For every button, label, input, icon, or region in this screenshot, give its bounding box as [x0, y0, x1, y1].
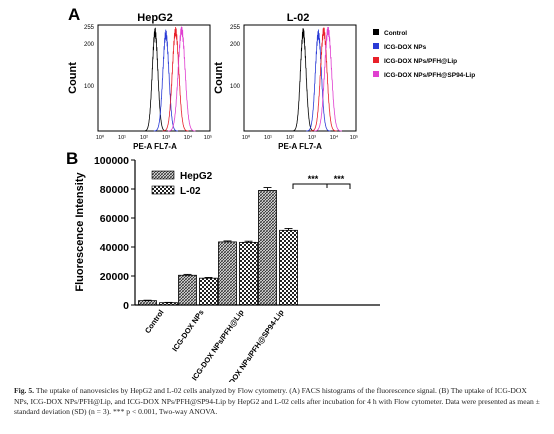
y-tick-label: 255: [230, 25, 241, 31]
histogram-curve-sp94: [314, 26, 342, 132]
bracket-line: [326, 183, 351, 188]
x-tick-label: 10⁰: [96, 134, 105, 141]
x-tick-label: 10⁵: [350, 134, 358, 141]
x-tick-label: 10¹: [264, 135, 272, 141]
histogram-yticks: 255 200 100: [84, 25, 95, 90]
x-tick-label: 10⁴: [330, 134, 339, 141]
x-tick-label: ICG-DOX NPs/PFH@SP94-Lip: [218, 308, 286, 382]
histogram-ylabel: Count: [67, 62, 79, 94]
significance-label: ***: [308, 174, 319, 184]
histogram-legend: Control ICG-DOX NPs ICG-DOX NPs/PFH@Lip …: [373, 29, 475, 79]
histogram-ylabel: Count: [213, 62, 225, 94]
legend-swatch: [373, 71, 379, 77]
histogram-yticks: 255 200 100: [230, 25, 241, 90]
bar-hepg2: [178, 274, 197, 306]
histogram-xlabel: PE-A FL7-A: [133, 142, 177, 151]
histogram-title: HepG2: [137, 12, 172, 24]
bars: [138, 190, 298, 306]
y-tick-label: 200: [84, 42, 95, 48]
legend-item: ICG-DOX NPs: [373, 43, 427, 51]
x-tick-label: ICG-DOX NPs: [170, 308, 205, 353]
y-axis-ticks: 0 20000 40000 60000 80000 100000: [94, 155, 135, 312]
x-tick-label: 10²: [286, 135, 294, 141]
legend-swatch: [373, 57, 379, 63]
x-tick-label: 10⁰: [242, 134, 251, 141]
histogram-hepg2: HepG2 Count PE-A FL7-A 255 200 100 10⁰ 1…: [67, 12, 212, 151]
chart-ylabel: Fluorescence Intensity: [74, 172, 86, 292]
error-bars: [143, 187, 293, 303]
legend-item: HepG2: [151, 170, 213, 182]
bar-l02: [239, 241, 258, 306]
x-tick-label: 10²: [140, 135, 148, 141]
panel-b-label: B: [66, 149, 78, 168]
histogram-curve-lip: [310, 27, 337, 132]
y-tick-label: 20000: [100, 271, 129, 283]
bar-chart: Fluorescence Intensity 0 20000 40000 60000 8…: [74, 155, 380, 382]
histogram-curves: [143, 26, 196, 132]
histogram-curve-ndpm: [153, 29, 179, 132]
y-tick-label: 200: [230, 42, 241, 48]
bar-l02: [279, 229, 298, 306]
histogram-curve-control: [291, 28, 315, 132]
legend-swatch: [151, 185, 175, 195]
caption-label: Fig. 5.: [14, 386, 35, 395]
y-tick-label: 100: [84, 84, 95, 90]
legend-swatch: [373, 29, 379, 35]
figure-caption: Fig. 5. The uptake of nanovesicles by He…: [14, 386, 542, 418]
significance-bracket: ***: [326, 174, 351, 188]
legend-swatch: [151, 170, 175, 180]
legend-item: ICG-DOX NPs/PFH@Lip: [373, 57, 457, 65]
y-tick-label: 40000: [100, 242, 129, 254]
legend-label: Control: [384, 30, 407, 37]
histogram-l02: L-02 Count PE-A FL7-A 255 200 100 10⁰ 10…: [213, 12, 358, 151]
bar-l02: [199, 277, 218, 306]
legend-item: ICG-DOX NPs/PFH@SP94-Lip: [373, 71, 475, 79]
y-tick-label: 100000: [94, 155, 129, 167]
caption-text: The uptake of nanovesicles by HepG2 and …: [14, 386, 540, 417]
y-tick-label: 100: [230, 84, 241, 90]
histogram-xticks: 10⁰ 10¹ 10² 10³ 10⁴ 10⁵: [96, 134, 212, 141]
chart-legend: HepG2 L-02: [151, 170, 213, 197]
significance-label: ***: [334, 174, 345, 184]
legend-item: Control: [373, 29, 407, 37]
legend-label: L-02: [180, 186, 201, 197]
bar-hepg2: [218, 241, 237, 306]
histogram-curve-control: [143, 27, 167, 132]
histogram-frame: [243, 24, 357, 132]
legend-item: L-02: [151, 185, 201, 197]
legend-label: ICG-DOX NPs/PFH@SP94-Lip: [384, 72, 475, 79]
histogram-curves: [291, 26, 342, 132]
y-tick-label: 0: [123, 300, 129, 312]
x-tick-label: 10¹: [118, 135, 126, 141]
panel-a-label: A: [68, 5, 80, 24]
histogram-curve-ndpm: [306, 29, 331, 132]
x-tick-label: Control: [143, 308, 166, 335]
histogram-xlabel: PE-A FL7-A: [278, 142, 322, 151]
x-tick-label: 10³: [162, 135, 170, 141]
x-tick-label: 10⁵: [204, 134, 212, 141]
histogram-curve-lip: [162, 26, 189, 132]
histogram-curve-sp94: [167, 26, 196, 132]
y-tick-label: 60000: [100, 213, 129, 225]
y-tick-label: 80000: [100, 184, 129, 196]
figure: A HepG2 Count PE-A FL7-A 255 200 100 10⁰…: [66, 5, 475, 382]
bracket-line: [292, 183, 351, 189]
legend-label: HepG2: [180, 171, 213, 182]
histogram-xticks: 10⁰ 10¹ 10² 10³ 10⁴ 10⁵: [242, 134, 358, 141]
x-tick-label: 10³: [308, 135, 316, 141]
legend-swatch: [373, 43, 379, 49]
bar-hepg2: [258, 190, 277, 306]
histogram-title: L-02: [287, 12, 310, 24]
y-tick-label: 255: [84, 25, 95, 31]
bar-hepg2: [138, 300, 157, 306]
legend-label: ICG-DOX NPs: [384, 44, 427, 51]
x-tick-label: 10⁴: [184, 134, 193, 141]
legend-label: ICG-DOX NPs/PFH@Lip: [384, 58, 457, 65]
